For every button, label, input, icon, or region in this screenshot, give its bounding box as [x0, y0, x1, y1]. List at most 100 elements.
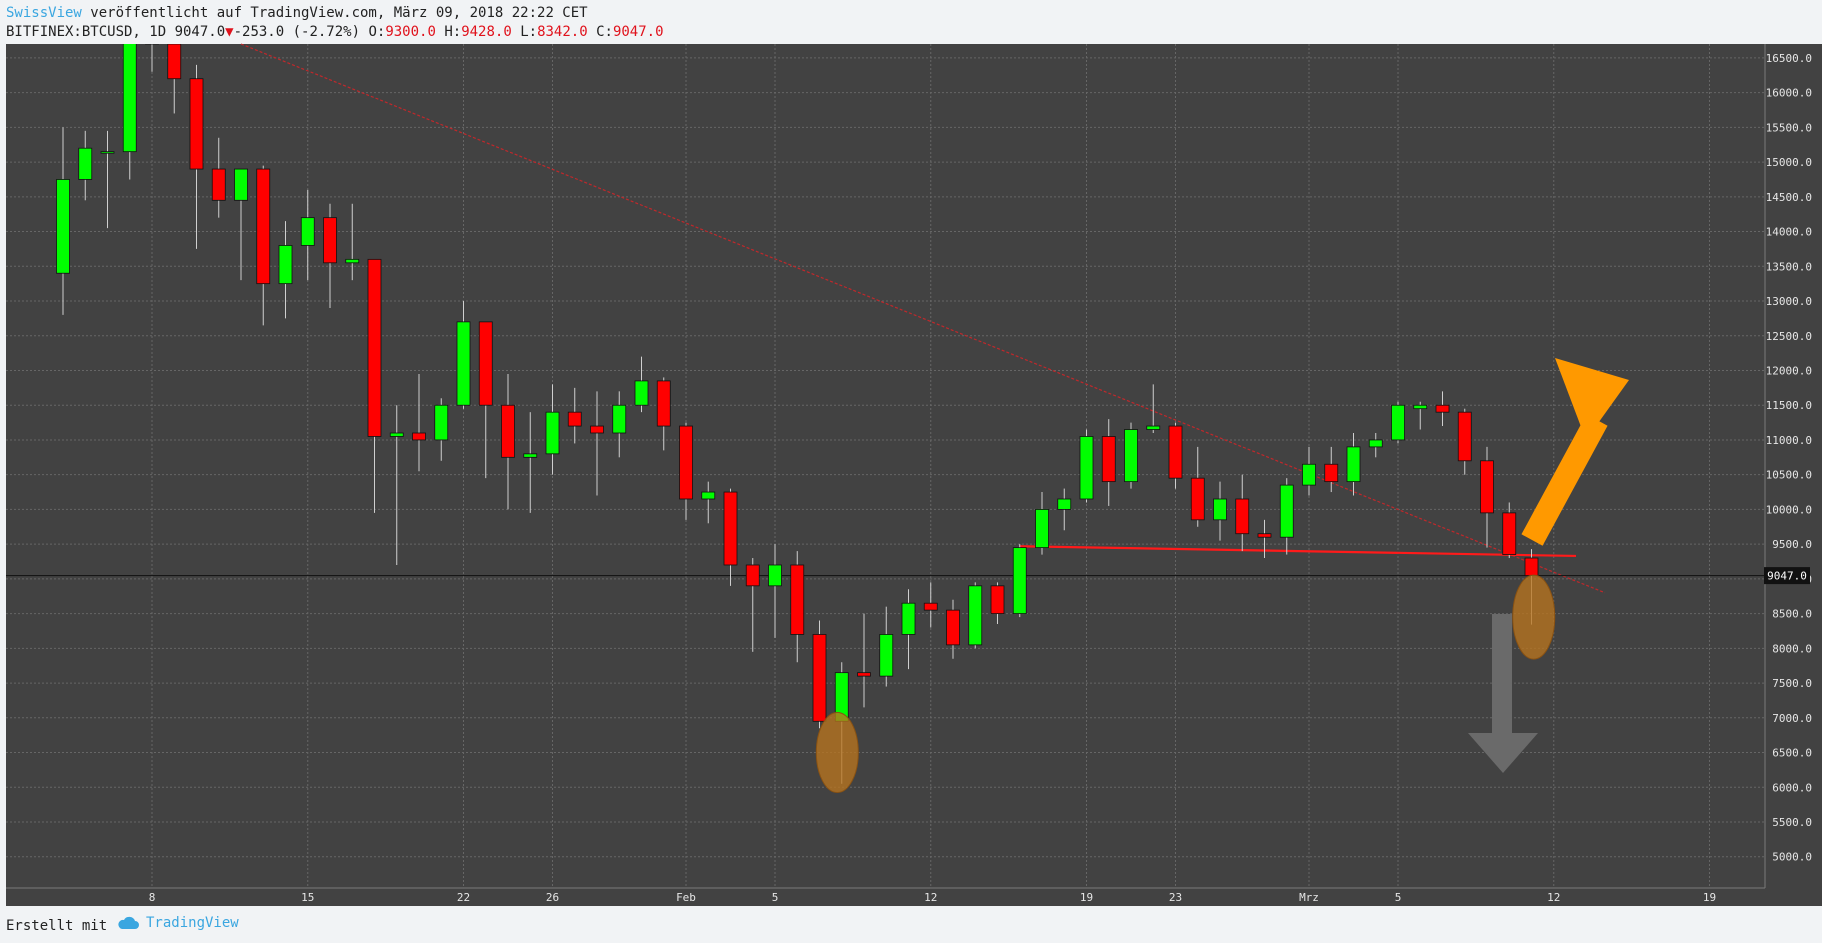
y-tick-label: 5000.0: [1772, 851, 1812, 864]
candle[interactable]: [56, 127, 70, 315]
candle-body-up: [968, 585, 983, 646]
candle[interactable]: [1346, 433, 1361, 496]
candle[interactable]: [367, 258, 382, 513]
tradingview-link[interactable]: TradingView: [116, 915, 239, 931]
y-tick-label: 6000.0: [1772, 781, 1812, 794]
candle-body-down: [723, 491, 738, 566]
y-tick-label: 12000.0: [1766, 364, 1812, 377]
candle[interactable]: [879, 606, 894, 687]
candle[interactable]: [145, 23, 159, 72]
candle[interactable]: [323, 203, 337, 308]
candle[interactable]: [946, 599, 960, 659]
y-tick-label: 10500.0: [1766, 469, 1812, 482]
candle[interactable]: [1324, 446, 1339, 493]
candle[interactable]: [100, 130, 115, 229]
candle[interactable]: [1413, 401, 1428, 430]
candle[interactable]: [656, 377, 671, 451]
candle[interactable]: [412, 373, 426, 472]
highlight-ellipse-low[interactable]: [815, 712, 859, 794]
candle[interactable]: [1480, 446, 1494, 548]
candle[interactable]: [968, 582, 983, 649]
candle[interactable]: [768, 544, 782, 638]
candle[interactable]: [1146, 384, 1161, 434]
up-arrow-icon[interactable]: [1521, 358, 1629, 546]
candle-body-up: [456, 321, 471, 406]
candle[interactable]: [234, 168, 248, 281]
candle[interactable]: [278, 221, 293, 319]
descending-trendline[interactable]: [240, 43, 1606, 594]
support-line[interactable]: [1019, 545, 1577, 558]
candle[interactable]: [545, 384, 560, 475]
price-tag: 9047.0: [1764, 567, 1810, 585]
candle[interactable]: [923, 582, 938, 628]
candle[interactable]: [745, 558, 760, 652]
candle-body-up: [901, 602, 916, 635]
candle[interactable]: [1213, 481, 1227, 541]
candle[interactable]: [612, 391, 627, 458]
candle[interactable]: [1279, 478, 1294, 555]
candle[interactable]: [389, 405, 404, 565]
candle[interactable]: [1124, 422, 1138, 489]
candle[interactable]: [167, 23, 182, 114]
candle[interactable]: [1502, 502, 1517, 559]
candle[interactable]: [1101, 419, 1116, 506]
candle-body-down: [590, 425, 604, 434]
time-axis-background[interactable]: [6, 888, 1822, 906]
candle[interactable]: [590, 391, 604, 496]
candle[interactable]: [1435, 391, 1450, 427]
candle-body-up: [1124, 429, 1138, 483]
candle-body-up: [523, 453, 538, 458]
publisher-link[interactable]: SwissView: [6, 5, 82, 21]
candle-body-down: [679, 425, 693, 500]
candle-body-up: [768, 564, 782, 587]
candle[interactable]: [1035, 492, 1049, 555]
candle[interactable]: [567, 387, 582, 444]
candle[interactable]: [1057, 488, 1072, 531]
published-text: veröffentlicht auf TradingView.com, März…: [81, 5, 588, 21]
candle[interactable]: [1457, 408, 1472, 475]
candle[interactable]: [78, 130, 93, 201]
candle-body-up: [300, 217, 315, 246]
candle[interactable]: [901, 589, 916, 670]
candle[interactable]: [256, 165, 271, 326]
candle[interactable]: [1257, 519, 1272, 559]
candle[interactable]: [456, 301, 471, 409]
candle[interactable]: [679, 422, 693, 520]
candle[interactable]: [723, 488, 738, 586]
candle[interactable]: [1368, 433, 1383, 458]
candle-body-up: [1346, 446, 1361, 483]
candle[interactable]: [634, 356, 649, 413]
candle[interactable]: [1012, 544, 1027, 618]
cloud-logo-icon: [118, 916, 139, 929]
candle[interactable]: [857, 613, 871, 708]
candle[interactable]: [478, 321, 493, 479]
candle[interactable]: [790, 551, 805, 663]
candle[interactable]: [189, 64, 204, 249]
price-axis-background[interactable]: [1765, 44, 1822, 888]
candle[interactable]: [122, 23, 137, 180]
candle[interactable]: [701, 481, 716, 524]
candle[interactable]: [501, 373, 515, 510]
candle[interactable]: [300, 189, 315, 281]
candle[interactable]: [1079, 429, 1094, 503]
x-tick-label: Feb: [676, 891, 696, 904]
candle[interactable]: [345, 203, 360, 281]
highlight-ellipse-current[interactable]: [1512, 574, 1556, 660]
candle[interactable]: [1391, 401, 1405, 444]
candle-body-down: [367, 258, 382, 437]
candle[interactable]: [1235, 474, 1250, 552]
candle[interactable]: [1302, 446, 1316, 496]
down-arrow-icon[interactable]: [1468, 614, 1538, 773]
candle[interactable]: [1190, 446, 1205, 527]
candle-body-down: [656, 380, 671, 427]
symbol-name[interactable]: BITFINEX:BTCUSD,: [6, 24, 141, 40]
candle[interactable]: [523, 412, 538, 513]
x-tick-label: 23: [1169, 891, 1182, 904]
candle[interactable]: [434, 398, 449, 461]
candle[interactable]: [812, 620, 827, 729]
candle[interactable]: [1168, 422, 1183, 489]
candle[interactable]: [990, 582, 1005, 625]
candle[interactable]: [211, 137, 226, 218]
candle-body-down: [1435, 404, 1450, 413]
